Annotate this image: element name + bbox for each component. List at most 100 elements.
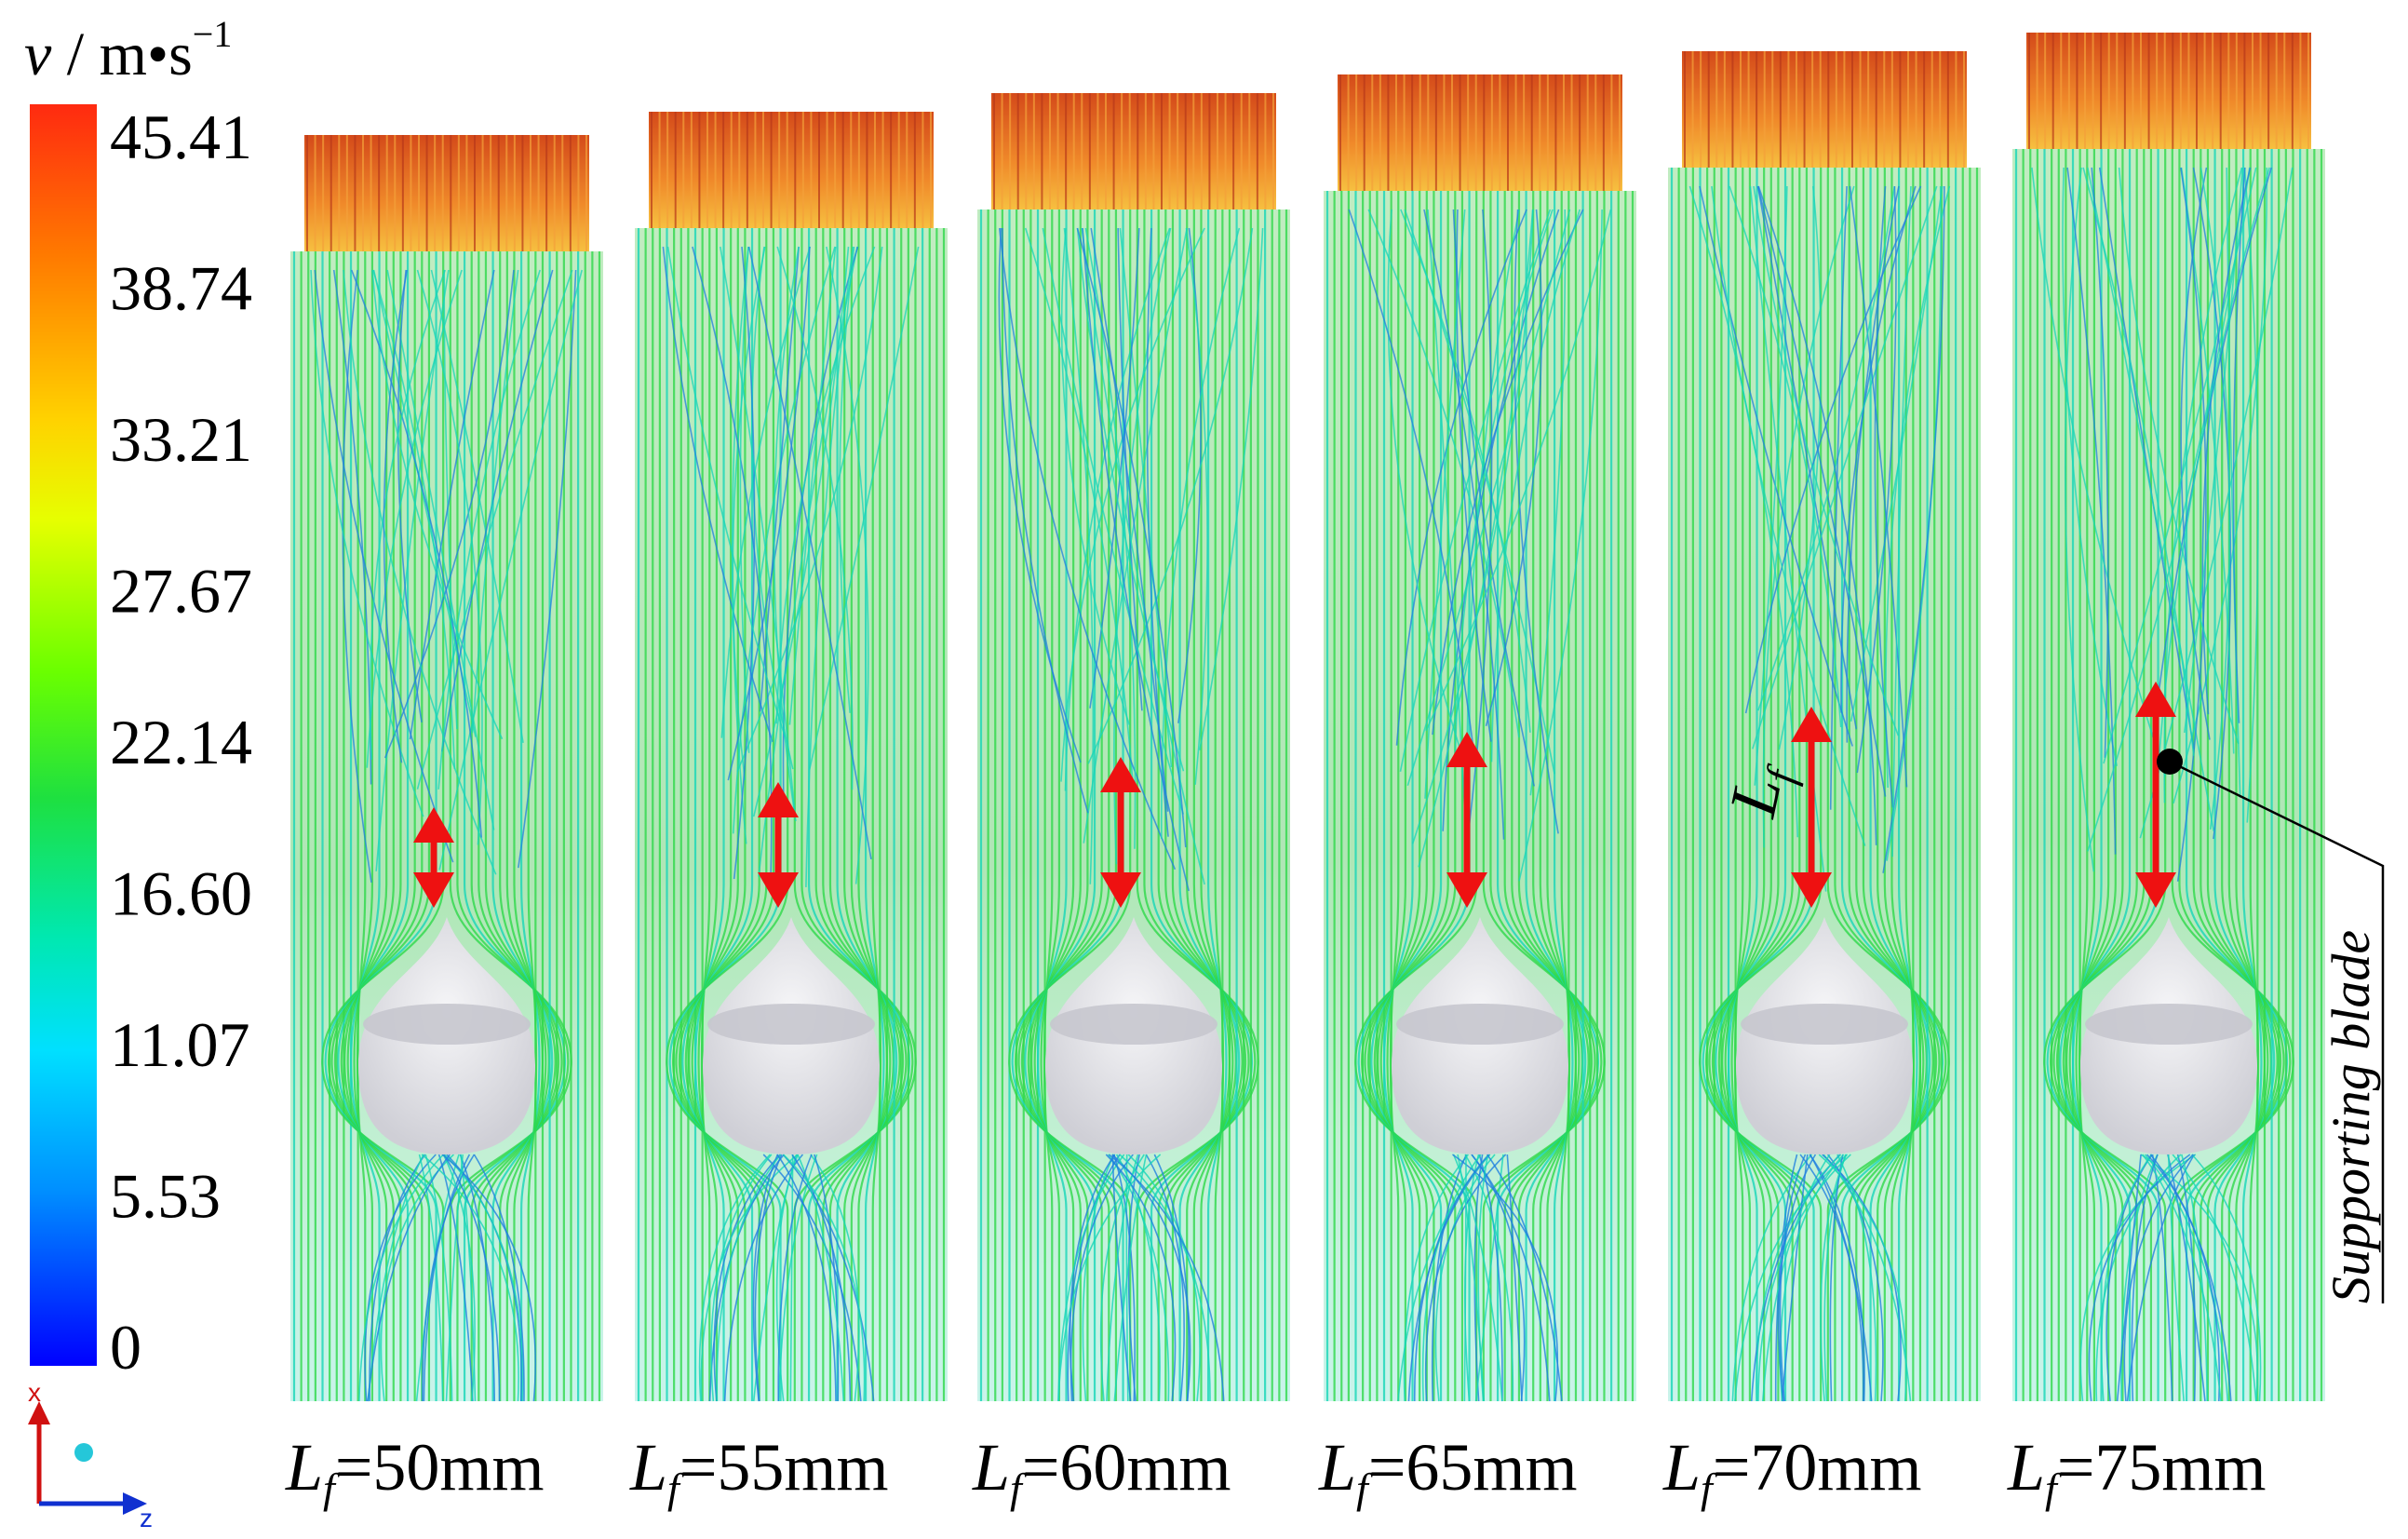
wake-streamline [752,1154,798,1402]
recirculating-streamline [1849,185,1908,788]
wake-streamline [1756,1154,1842,1402]
streamline [697,228,719,1401]
streamline [694,228,725,1401]
colorbar-tick-labels: 45.41 38.74 33.21 27.67 22.14 16.60 11.07 5.53 0 [110,101,252,1383]
recirculating-streamline [788,246,837,725]
wake-streamline [789,1154,794,1402]
wake-streamline [1809,1154,1865,1402]
recirculating-streamline [314,269,454,863]
wake-streamline [460,1154,477,1402]
recirculating-streamline [1778,185,1822,750]
streamline [1164,209,1247,1401]
recirculating-streamline [1177,227,1202,723]
streamline [327,251,431,1401]
colorbar-tick-label: 11.07 [110,1009,249,1080]
recirculating-streamline [808,246,920,770]
recirculating-streamline [1513,209,1559,834]
panel-lf-55 [635,112,948,1402]
wake-streamline [441,1154,537,1402]
wake-streamline [1431,1154,1468,1402]
wake-streamline [1413,1154,1489,1402]
streamline [1192,209,1234,1401]
recirculating-streamline [1829,185,1848,810]
streamline [1728,168,1758,1401]
recirculating-streamline [1063,227,1095,884]
case-label-lf-65: Lf=65mm [1318,1430,1577,1512]
recirculating-streamline [437,269,541,790]
streamline [1724,168,1766,1401]
streamline [1721,168,1772,1401]
wake-streamline [2151,1154,2173,1402]
axes-triad: x z [28,1378,153,1532]
streamline [1708,168,1801,1401]
streamline [333,251,416,1401]
wake-streamline [1057,1154,1162,1402]
recirculating-streamline [2180,167,2211,740]
recirculating-streamline [998,227,1177,871]
recirculating-streamline [747,246,872,860]
recirculating-streamline [1199,227,1264,750]
bluff-body-band [363,1004,531,1045]
recirculating-streamline [1076,227,1185,772]
streamline [478,251,560,1401]
wake-streamline [1113,1154,1136,1402]
wake-streamline [1487,1154,1563,1402]
wake-streamline [2180,1154,2209,1402]
recirculating-streamline [518,269,577,869]
recirculating-streamline [1753,185,1900,736]
panel-lf-75 [2012,33,2325,1402]
recirculating-streamline [471,269,519,734]
recirculating-streamline [2243,167,2259,823]
wake-streamline [2100,1154,2153,1402]
bluff-body-band [707,1004,875,1045]
wake-streamline [1506,1154,1523,1402]
wake-streamline [754,1154,783,1402]
recirculating-streamline [2091,167,2109,758]
recirculating-streamline [1087,227,1254,764]
streamline [1386,191,1407,1401]
recirculating-streamline [1711,185,1866,846]
lf-arrow-head-down [1791,872,1832,908]
streamline [1489,191,1603,1401]
recirculating-streamline [1418,209,1534,868]
streamline [678,228,760,1401]
streamline [1171,209,1244,1401]
recirculating-streamline [2098,167,2195,749]
wake-streamline [2146,1154,2221,1402]
recirculating-streamline [1064,227,1171,791]
lf-arrow-head-up [1791,707,1832,742]
wake-streamline [810,1154,860,1402]
streamline [1715,168,1787,1401]
recirculating-streamline [310,269,424,817]
streamline [2043,149,2167,1401]
streamline [505,251,547,1401]
recirculating-streamline [430,269,524,743]
streamline [1033,209,1075,1401]
streamline [1517,191,1590,1401]
streamline [850,228,892,1401]
streamline [1037,209,1068,1401]
wake-streamline [2167,1154,2185,1402]
streamline [1717,168,1780,1401]
streamline [671,228,775,1401]
streamline [1043,209,1054,1401]
panel-lf-60 [977,93,1290,1402]
wake-streamline [1473,1154,1484,1402]
streamline [1834,168,1947,1401]
recirculating-streamline [998,227,1082,763]
recirculating-streamline [2173,167,2268,804]
recirculating-streamline [732,246,836,834]
streamline [684,228,747,1401]
streamline [340,251,402,1401]
streamline [343,251,395,1401]
recirculating-streamline [2139,167,2294,839]
streamline [700,228,711,1401]
streamline [2075,149,2096,1401]
flow-region [1324,191,1636,1401]
streamline-panels [290,33,2325,1402]
wake-streamline [2131,1154,2159,1402]
lf-arrow-head-up [413,807,454,843]
wake-streamline [437,1154,474,1402]
colorbar-tick-label: 22.14 [110,707,252,777]
recirculating-streamline [1757,185,1896,711]
